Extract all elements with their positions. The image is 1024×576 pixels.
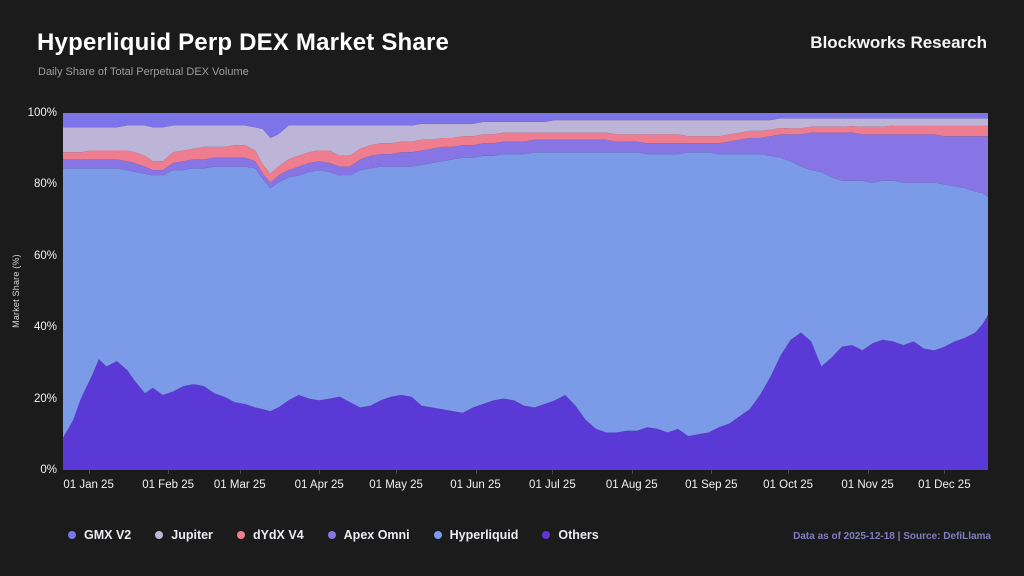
y-tick-label: 20% <box>33 392 57 405</box>
x-tick-mark <box>788 470 790 474</box>
y-tick-label: 100% <box>27 107 57 119</box>
legend-dot-icon <box>155 531 164 539</box>
legend-label: GMX V2 <box>84 528 132 542</box>
x-tick-label: 01 Jul 25 <box>529 479 576 491</box>
y-tick-label: 0% <box>40 464 57 476</box>
chart-legend: GMX V2 Jupiter dYdX V4 Apex Omni Hyperliquid… <box>68 528 599 542</box>
legend-item-apex-omni: Apex Omni <box>327 528 410 542</box>
chart-subtitle: Daily Share of Total Perpetual DEX Volum… <box>38 66 249 78</box>
legend-dot-icon <box>236 531 245 539</box>
x-tick-mark <box>552 470 554 474</box>
legend-dot-icon <box>433 531 442 539</box>
stacked-area-chart <box>63 113 988 470</box>
x-tick-mark <box>396 470 398 474</box>
area-band-jupiter <box>63 118 988 174</box>
area-band-apex-omni <box>63 132 988 197</box>
x-tick-mark <box>944 470 946 474</box>
legend-label: dYdX V4 <box>252 528 304 542</box>
x-tick-mark <box>168 470 170 474</box>
legend-item-dydx-v4: dYdX V4 <box>236 528 304 542</box>
legend-dot-icon <box>327 531 336 539</box>
x-tick-label: 01 Sep 25 <box>685 479 738 491</box>
x-tick-mark <box>711 470 713 474</box>
x-tick-mark <box>475 470 477 474</box>
legend-label: Apex Omni <box>343 528 410 542</box>
area-band-gmx-v2 <box>63 113 988 138</box>
x-tick-mark <box>239 470 241 474</box>
x-tick-label: 01 Jan 25 <box>63 479 114 491</box>
x-tick-mark <box>867 470 869 474</box>
x-tick-label: 01 Jun 25 <box>450 479 501 491</box>
x-tick-mark <box>88 470 90 474</box>
area-band-others <box>63 314 988 470</box>
x-tick-label: 01 Aug 25 <box>605 479 658 491</box>
area-band-dydx-v4 <box>63 125 988 183</box>
legend-label: Others <box>558 528 599 542</box>
legend-item-gmx-v2: GMX V2 <box>68 528 131 542</box>
x-tick-label: 01 Oct 25 <box>763 479 814 491</box>
y-tick-label: 80% <box>33 178 57 191</box>
x-tick-label: 01 Dec 25 <box>918 479 971 491</box>
brand-logo: Blockworks Research <box>810 33 987 52</box>
x-tick-label: 01 May 25 <box>369 479 423 491</box>
x-tick-label: 01 Nov 25 <box>841 479 894 491</box>
x-tick-label: 01 Mar 25 <box>213 479 266 491</box>
y-tick-label: 60% <box>33 249 57 262</box>
page-title: Hyperliquid Perp DEX Market Share <box>37 29 450 56</box>
y-tick-label: 40% <box>33 321 57 334</box>
legend-dot-icon <box>542 531 551 539</box>
legend-item-hyperliquid: Hyperliquid <box>433 528 519 542</box>
legend-item-others: Others <box>542 528 599 542</box>
data-source-note: Data as of 2025-12-18 | Source: DefiLlam… <box>793 531 991 542</box>
x-tick-mark <box>319 470 321 474</box>
legend-item-jupiter: Jupiter <box>155 528 213 542</box>
x-tick-label: 01 Feb 25 <box>142 479 194 491</box>
legend-label: Hyperliquid <box>449 528 519 542</box>
x-tick-mark <box>631 470 633 474</box>
legend-dot-icon <box>68 531 76 539</box>
legend-label: Jupiter <box>171 528 213 542</box>
area-band-hyperliquid <box>63 152 988 438</box>
x-tick-label: 01 Apr 25 <box>294 479 344 491</box>
y-axis-title: Market Share (%) <box>11 254 21 328</box>
